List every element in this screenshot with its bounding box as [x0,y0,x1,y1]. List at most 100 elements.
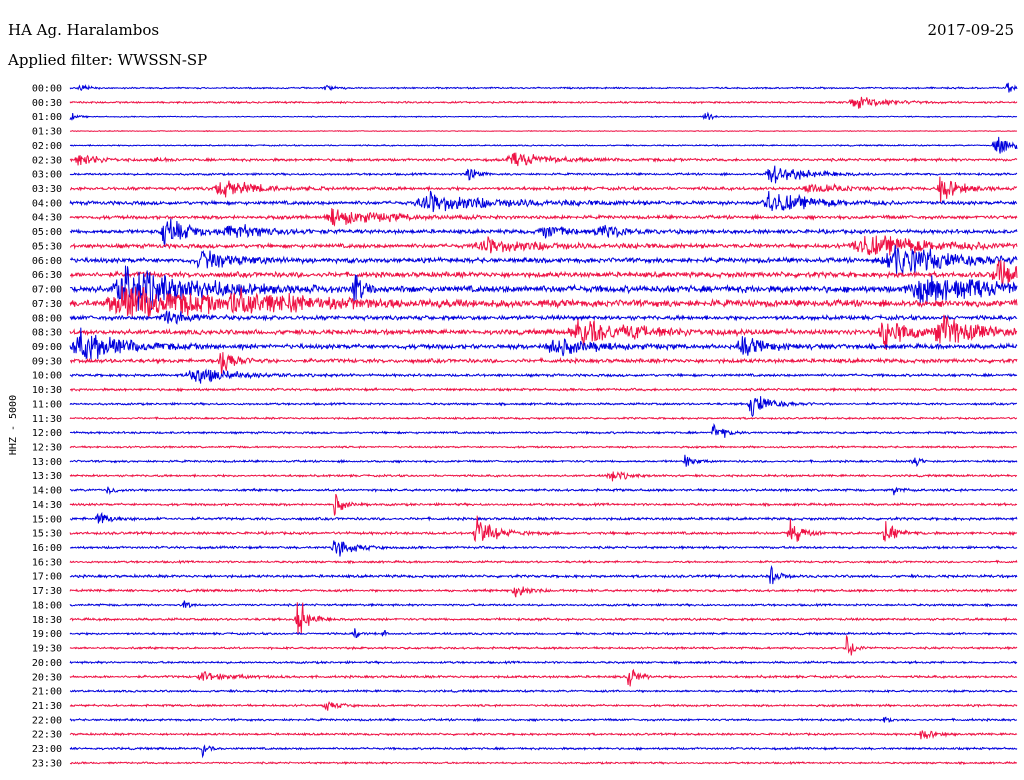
row-time-label: 22:00 [32,715,62,726]
trace-row [69,444,1018,450]
trace-row [69,129,1018,133]
row-time-label: 13:30 [32,471,62,482]
row-time-label: 17:00 [32,572,62,583]
row-time-label: 17:30 [32,586,62,597]
trace-row [69,659,1018,665]
filter-label: Applied filter: WWSSN-SP [8,51,208,69]
trace-row [69,165,1018,184]
row-time-label: 02:30 [32,155,62,166]
row-time-label: 23:00 [32,744,62,755]
row-time-label: 15:00 [32,514,62,525]
row-time-label: 09:00 [32,342,62,353]
row-time-label: 06:00 [32,256,62,267]
trace-row [70,176,1018,204]
trace-row [69,82,1018,93]
trace-row [69,136,1018,154]
trace-row [69,245,1018,276]
row-time-label: 01:30 [32,127,62,138]
trace-row [69,285,1018,319]
trace-row [69,368,1018,384]
row-time-label: 14:00 [32,486,62,497]
row-time-label: 16:00 [32,543,62,554]
row-time-label: 12:30 [32,443,62,454]
trace-row [69,600,1018,608]
row-time-label: 08:00 [32,313,62,324]
row-time-label: 19:00 [32,629,62,640]
trace-row [69,208,1018,227]
row-time-label: 09:30 [32,356,62,367]
trace-row [69,730,1018,740]
trace-row [69,586,1018,598]
trace-row [69,415,1018,421]
trace-row [69,493,1018,516]
row-time-label: 23:30 [32,758,62,769]
trace-row [69,760,1018,766]
row-time-label: 04:30 [32,213,62,224]
trace-row [69,716,1018,723]
row-time-label: 07:30 [32,299,62,310]
row-time-label: 21:30 [32,701,62,712]
trace-row [69,471,1018,482]
trace-row [69,486,1018,496]
row-time-label: 03:30 [32,184,62,195]
trace-row [69,327,1018,360]
trace-row [69,386,1018,393]
row-time-label: 15:30 [32,529,62,540]
trace-row [69,314,1018,351]
row-time-label: 22:30 [32,730,62,741]
trace-row [69,602,1018,635]
trace-row [69,260,1018,288]
trace-row [69,152,1018,167]
trace-row [69,701,1018,711]
row-time-label: 19:30 [32,644,62,655]
station-name: HA Ag. Haralambos [8,21,160,39]
row-time-label: 02:00 [32,141,62,152]
trace-row [69,628,1018,639]
channel-label: HHZ - 5000 [8,395,19,455]
trace-row [69,310,1018,325]
trace-row [69,634,1018,656]
trace-row [69,668,1018,687]
row-time-label: 05:30 [32,241,62,252]
row-time-label: 21:00 [32,687,62,698]
row-time-label: 18:30 [32,615,62,626]
row-time-label: 11:30 [32,414,62,425]
trace-row [69,688,1018,694]
trace-row [69,564,1018,585]
trace-row [69,218,1018,247]
trace-row [69,396,1018,418]
row-time-label: 00:00 [32,84,62,95]
row-time-label: 11:00 [32,399,62,410]
row-time-label: 00:30 [32,98,62,109]
trace-row [69,190,1018,213]
row-time-label: 08:30 [32,328,62,339]
trace-row [69,540,1018,557]
trace-row [69,559,1018,565]
trace-row [69,454,1018,468]
row-time-label: 16:30 [32,557,62,568]
trace-row [69,744,1018,759]
row-time-label: 10:30 [32,385,62,396]
trace-row [69,423,1018,438]
row-time-label: 04:00 [32,198,62,209]
row-time-label: 20:30 [32,672,62,683]
row-time-label: 06:30 [32,270,62,281]
trace-row [69,111,1018,121]
row-time-label: 01:00 [32,112,62,123]
trace-row [69,511,1018,524]
row-time-label: 13:00 [32,457,62,468]
trace-row [69,96,1018,109]
row-time-label: 12:00 [32,428,62,439]
trace-row [69,235,1018,256]
seismic-traces [69,82,1018,766]
trace-row [69,265,1018,311]
trace-row [70,352,1018,375]
row-time-label: 20:00 [32,658,62,669]
row-time-label: 10:00 [32,371,62,382]
trace-row [69,515,1018,543]
time-axis-labels: 00:00 00:30 01:00 01:30 02:00 02:30 03:00 03:30… [32,84,62,770]
row-time-label: 18:00 [32,600,62,611]
row-time-label: 07:00 [32,285,62,296]
row-time-label: 14:30 [32,500,62,511]
